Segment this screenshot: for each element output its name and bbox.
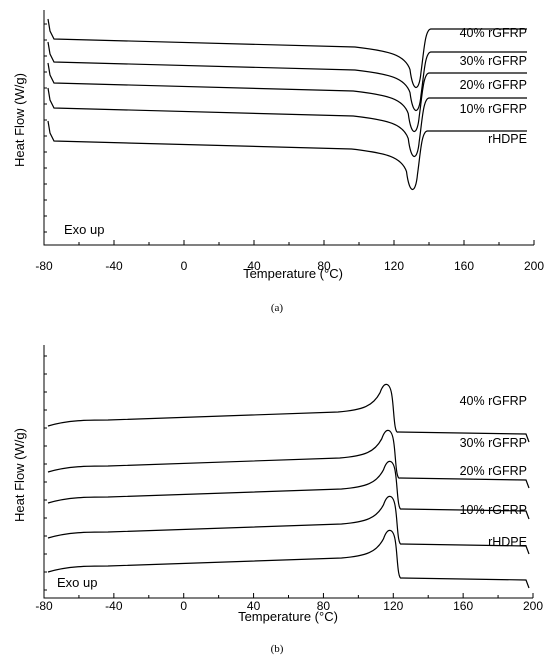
panel-a-x-tick-label: -80 — [35, 259, 53, 273]
panel-b-series-curve — [47, 383, 530, 443]
panel-b-series-curve — [47, 429, 530, 489]
panel-b-series-curve — [47, 460, 530, 520]
panel-a-exo-up-note: Exo up — [64, 222, 104, 237]
panel-b-x-tick-label: 80 — [317, 599, 331, 613]
panel-a-series-curve — [47, 41, 527, 112]
panel-b-series-label: 40% rGFRP — [460, 394, 527, 408]
panel-b-series-label: 20% rGFRP — [460, 464, 527, 478]
panel-a-series-curve — [47, 62, 527, 133]
panel-b-x-tick-label: 160 — [453, 599, 473, 613]
panel-a-chart: -80 -40 0 40 80 120 160 200 40% rGFRP 30% rGFRP 2… — [12, 10, 544, 314]
panel-a-x-tick-label: -40 — [105, 259, 123, 273]
panel-b-y-axis-label: Heat Flow (W/g) — [12, 428, 27, 522]
panel-b-x-tick-label: 40 — [247, 599, 261, 613]
panel-b-chart: -80 -40 0 40 80 120 160 200 40% rGFRP 30% rGFRP 2… — [12, 345, 543, 655]
panel-a-series-label: 20% rGFRP — [460, 78, 527, 92]
panel-b-series-label: rHDPE — [488, 535, 527, 549]
panel-b-series-label: 10% rGFRP — [460, 503, 527, 517]
panel-a-series-curve — [47, 120, 527, 191]
panel-a-series-label: 10% rGFRP — [460, 102, 527, 116]
panel-a-x-tick-label: 0 — [181, 259, 188, 273]
panel-a-series-curve — [47, 18, 527, 89]
panel-b-series-label: 30% rGFRP — [460, 436, 527, 450]
panel-b-series-curve — [47, 529, 530, 589]
panel-b-x-tick-label: -40 — [105, 599, 123, 613]
panel-a-series-label: 30% rGFRP — [460, 54, 527, 68]
panel-b-x-tick-label: 120 — [383, 599, 403, 613]
panel-b-exo-up-note: Exo up — [57, 575, 97, 590]
panel-a-x-axis-label: Temperature (°C) — [243, 266, 343, 281]
panel-a-series-curve — [47, 87, 527, 158]
panel-a-x-tick-label: 80 — [317, 259, 331, 273]
panel-b-series-curve — [47, 495, 530, 555]
panel-a-x-tick-label: 40 — [247, 259, 261, 273]
panel-a-series-label: rHDPE — [488, 132, 527, 146]
panel-a-series-label: 40% rGFRP — [460, 26, 527, 40]
panel-a-x-tick-label: 120 — [384, 259, 404, 273]
panel-a-x-tick-label: 200 — [524, 259, 544, 273]
panel-b-x-tick-label: 200 — [523, 599, 543, 613]
panel-a-caption: (a) — [271, 302, 284, 314]
panel-b-x-tick-label: 0 — [180, 599, 187, 613]
panel-a-y-axis-label: Heat Flow (W/g) — [12, 73, 27, 167]
panel-b-caption: (b) — [271, 643, 284, 655]
panel-b-x-axis-label: Temperature (°C) — [238, 609, 338, 624]
panel-a-x-tick-label: 160 — [454, 259, 474, 273]
panel-b-x-tick-label: -80 — [35, 599, 53, 613]
